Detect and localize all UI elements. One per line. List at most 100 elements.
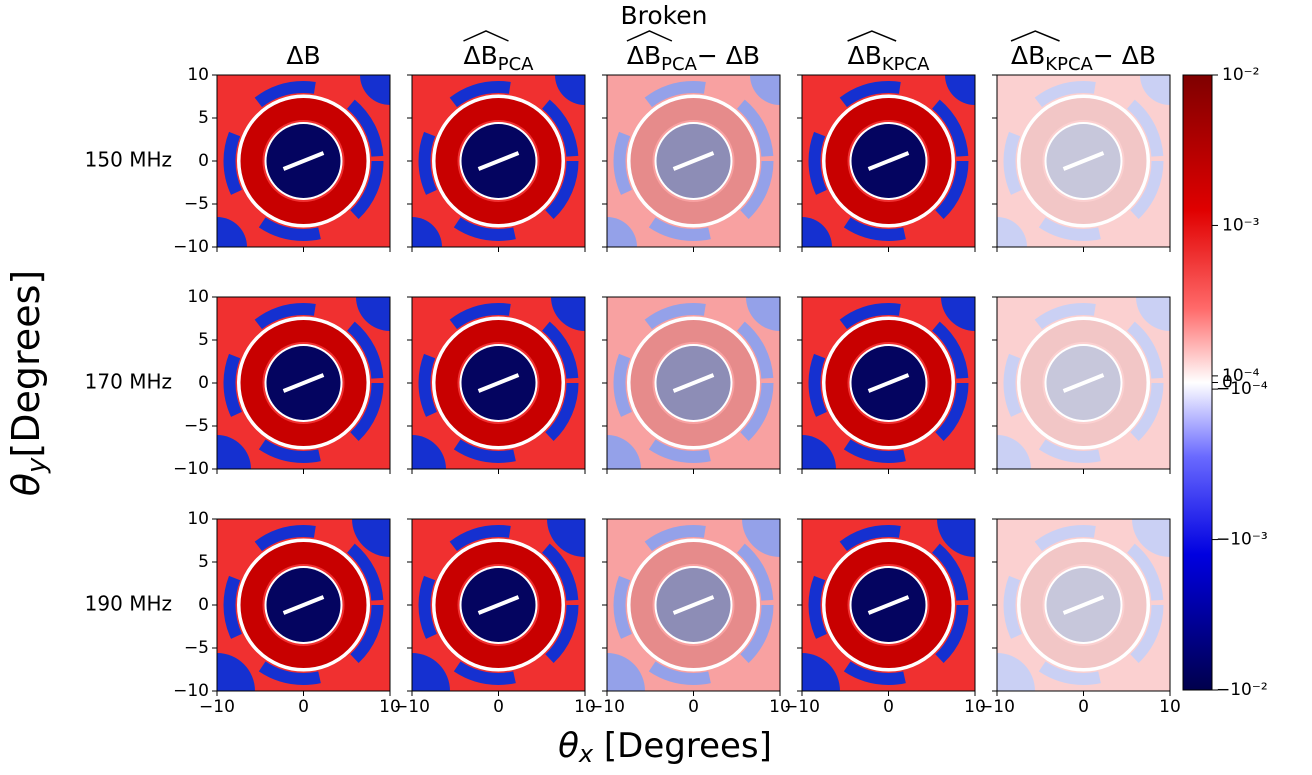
y-tick-label: −5 xyxy=(184,416,209,436)
figure-title: Broken xyxy=(621,1,708,30)
red-ring xyxy=(435,542,562,668)
column-title-main: ΔB xyxy=(627,41,661,70)
corner-lobe xyxy=(607,217,637,247)
red-ring xyxy=(435,320,562,446)
core-slash xyxy=(867,595,910,615)
core-slash xyxy=(282,373,325,393)
corner-lobe xyxy=(742,519,780,557)
hat xyxy=(847,30,897,42)
row-label: 150 MHz xyxy=(85,148,172,172)
colorbar xyxy=(1182,74,1213,691)
red-ring xyxy=(435,98,562,224)
field xyxy=(997,519,1170,691)
column-title: ΔB KPCA − ΔB xyxy=(1010,30,1156,75)
core-edge xyxy=(1044,122,1123,200)
corner-lobe xyxy=(997,435,1031,469)
x-tick-label: 10 xyxy=(769,697,791,717)
heatmap-pattern xyxy=(802,75,975,247)
red-ring xyxy=(825,98,952,224)
heatmap xyxy=(802,519,975,691)
corner-lobe xyxy=(1132,519,1170,557)
white-ring xyxy=(237,316,370,450)
y-tick-label: 0 xyxy=(198,151,209,171)
heatmap xyxy=(217,519,390,691)
white-ring xyxy=(432,538,565,672)
corner-lobe xyxy=(937,519,975,557)
white-ring xyxy=(822,94,955,228)
x-tick-label: 0 xyxy=(883,697,894,717)
white-ring xyxy=(822,316,955,450)
y-tick-label: −5 xyxy=(184,194,209,214)
outer-ring xyxy=(418,525,579,685)
column-title: ΔB PCA − ΔB xyxy=(626,30,760,75)
y-tick-label: 5 xyxy=(198,330,209,350)
heatmap-pattern xyxy=(997,75,1170,247)
white-ring xyxy=(1017,538,1150,672)
corner-lobe xyxy=(607,435,641,469)
red-ring xyxy=(1020,320,1147,446)
white-ring xyxy=(627,94,760,228)
outer-ring xyxy=(1003,303,1164,463)
corner-lobe xyxy=(746,297,780,331)
x-tick-label: 10 xyxy=(574,697,596,717)
y-axis-label: θy[Degrees] xyxy=(4,270,52,496)
y-tick-label: −10 xyxy=(173,237,209,257)
colorbar-tick-label: 10⁻⁴ xyxy=(1222,366,1260,386)
core-slash xyxy=(1062,373,1105,393)
outer-ring xyxy=(223,525,384,685)
core-edge xyxy=(654,566,733,644)
corner-lobe xyxy=(1140,75,1170,105)
corner-lobe xyxy=(802,217,832,247)
red-ring xyxy=(240,320,367,446)
hat xyxy=(1010,30,1060,42)
x-tick-label: 10 xyxy=(379,697,401,717)
core-slash xyxy=(672,595,715,615)
outer-ring xyxy=(808,303,969,463)
y-tick-label: 10 xyxy=(187,65,209,85)
y-label-text: [Degrees] xyxy=(4,270,48,458)
heatmap-pattern xyxy=(412,519,585,691)
column-title-main: ΔB xyxy=(848,41,882,70)
heatmap-bg xyxy=(997,519,1170,691)
colorbar-tick-label: 0 xyxy=(1222,373,1233,393)
x-tick-label: 0 xyxy=(298,697,309,717)
field xyxy=(607,75,780,247)
x-tick-label: −10 xyxy=(979,697,1015,717)
colorbar-tick-label: −10⁻⁴ xyxy=(1216,379,1268,399)
heatmap xyxy=(217,297,390,469)
heatmap-pattern xyxy=(607,297,780,469)
corner-lobe xyxy=(750,75,780,105)
corner-lobe xyxy=(412,653,450,691)
y-tick-label: 0 xyxy=(198,595,209,615)
corner-lobe xyxy=(217,653,255,691)
column-title: ΔB PCA xyxy=(463,30,534,75)
heatmap-pattern xyxy=(217,75,390,247)
column-title-sub: KPCA xyxy=(1045,54,1093,75)
hat xyxy=(626,30,673,42)
colorbar-tick-label: 10⁻² xyxy=(1222,65,1259,85)
corner-lobe xyxy=(412,435,446,469)
corner-lobe xyxy=(802,435,836,469)
heatmap-bg xyxy=(607,75,780,247)
heatmap xyxy=(217,75,390,247)
outer-ring xyxy=(1003,81,1164,241)
white-ring xyxy=(237,538,370,672)
column-title-tail: − ΔB xyxy=(697,41,760,70)
column-title-main: ΔB xyxy=(286,41,320,70)
corner-lobe xyxy=(941,297,975,331)
red-ring xyxy=(1020,542,1147,668)
core xyxy=(656,124,731,198)
core xyxy=(1046,124,1121,198)
heatmap xyxy=(607,297,780,469)
heatmap-pattern xyxy=(997,297,1170,469)
field xyxy=(607,297,780,469)
heatmap-pattern xyxy=(412,75,585,247)
x-label-text: [Degrees] xyxy=(593,726,772,766)
heatmap-bg xyxy=(607,519,780,691)
white-ring xyxy=(822,538,955,672)
y-tick-label: 0 xyxy=(198,373,209,393)
core-slash xyxy=(867,373,910,393)
corner-lobe xyxy=(551,297,585,331)
x-tick-label: 0 xyxy=(688,697,699,717)
